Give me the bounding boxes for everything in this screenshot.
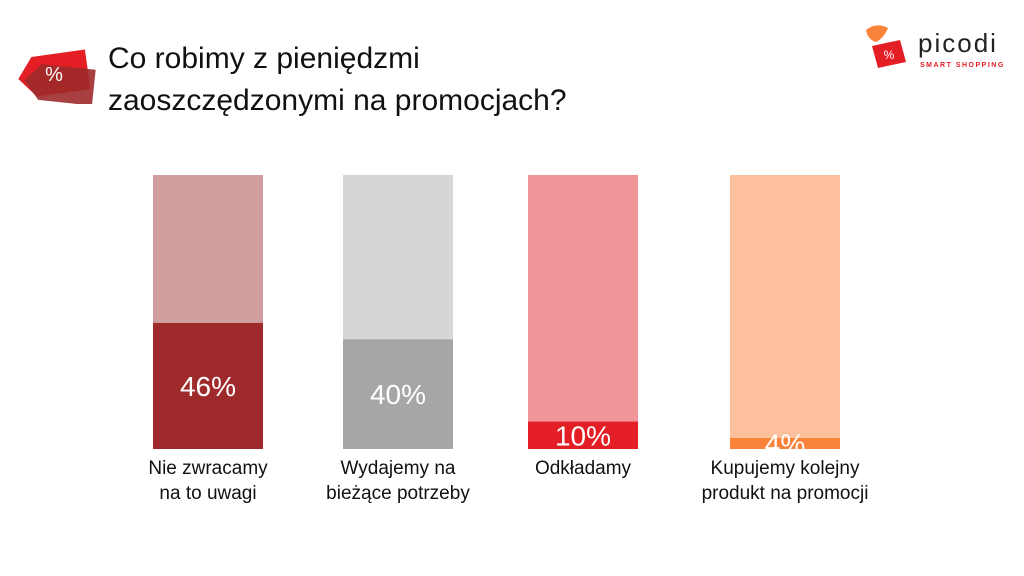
category-label-line: Nie zwracamy: [148, 458, 268, 479]
category-label-line: produkt na promocji: [701, 483, 869, 504]
bar-value-label: 40%: [370, 379, 426, 410]
bar: [153, 322, 263, 449]
category-label-line: Kupujemy kolejny: [710, 458, 860, 479]
bar: [528, 421, 638, 449]
category-label: Wydajemy na bieżące potrzeby: [283, 456, 513, 506]
logo-percent-text: %: [884, 48, 895, 62]
bar: [343, 339, 453, 449]
bar-value-label: 4%: [765, 429, 805, 460]
category-label: Odkładamy: [468, 456, 698, 481]
bar-track: [730, 175, 840, 449]
picodi-logo: % picodi SMART SHOPPING: [858, 22, 1008, 72]
title-line-2: zaoszczędzonymi na promocjach?: [108, 84, 567, 117]
category-label-line: Wydajemy na: [340, 458, 456, 479]
logo-wordmark: picodi: [918, 28, 998, 58]
fox-logo-icon: %: [866, 25, 906, 68]
category-label-line: na to uwagi: [159, 483, 257, 504]
category-label-line: Odkładamy: [534, 458, 632, 479]
percent-tag-icon: %: [18, 49, 96, 104]
bar-value-label: 10%: [555, 420, 611, 451]
logo-tagline: SMART SHOPPING: [920, 62, 1005, 69]
page-title: Co robimy z pieniędzmi zaoszczędzonymi n…: [108, 38, 567, 122]
title-line-1: Co robimy z pieniędzmi: [108, 42, 420, 75]
bar-track: [528, 175, 638, 449]
bar-value-label: 46%: [180, 371, 236, 402]
category-label: Nie zwracamy na to uwagi: [93, 456, 323, 506]
category-label: Kupujemy kolejny produkt na promocji: [670, 456, 900, 506]
bar: [730, 438, 840, 449]
percent-tag-text: %: [45, 64, 63, 86]
category-label-line: bieżące potrzeby: [326, 483, 470, 504]
